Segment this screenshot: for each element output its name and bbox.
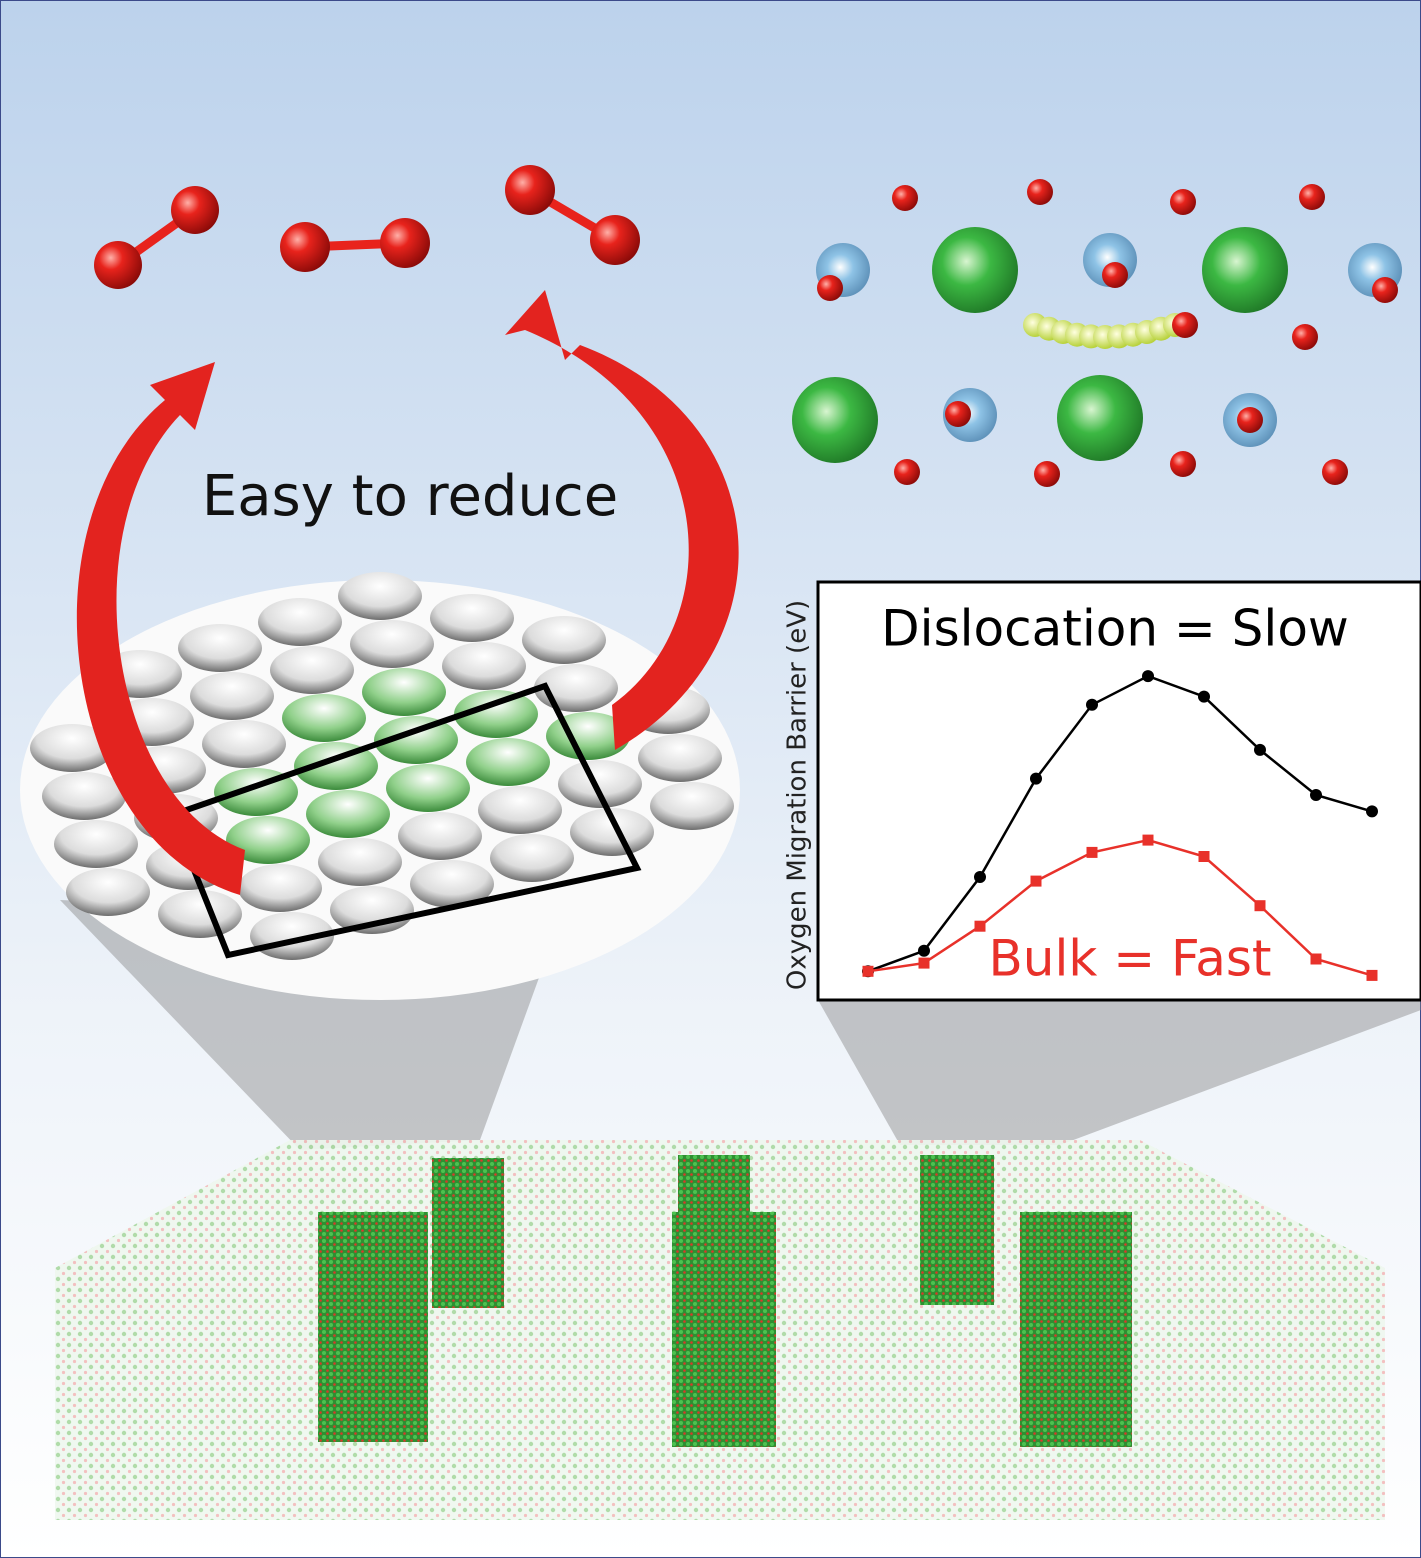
oxygen-atom (1292, 324, 1318, 350)
series-line (867, 838, 1373, 977)
data-point (1366, 969, 1378, 981)
inset-chart: Oxygen Migration Barrier (eV) Dislocatio… (783, 580, 1421, 1002)
surface-atom (570, 808, 654, 856)
surface-atom (490, 834, 574, 882)
data-point (1198, 690, 1210, 703)
oxygen-atom (945, 401, 971, 427)
surface-atom (466, 738, 550, 786)
data-point (1030, 875, 1042, 887)
surface-atom (30, 724, 114, 772)
surface-atom (42, 772, 126, 820)
surface-atom (190, 672, 274, 720)
surface-atom (258, 598, 342, 646)
cation (932, 227, 1018, 313)
surface-atom (478, 786, 562, 834)
surface-atom (158, 890, 242, 938)
oxygen-atom (1034, 461, 1060, 487)
oxygen-atom (892, 185, 918, 211)
data-point (1086, 846, 1098, 858)
oxygen-atom (1299, 184, 1325, 210)
surface-atom (282, 694, 366, 742)
surface-atom (350, 620, 434, 668)
cation (792, 377, 878, 463)
data-point (1142, 834, 1154, 846)
surface-atom (638, 734, 722, 782)
crystal-slab (55, 1140, 1385, 1520)
atomic-structure (792, 179, 1402, 487)
oxygen-atom (1170, 189, 1196, 215)
surface-atom (362, 668, 446, 716)
surface-atom (522, 616, 606, 664)
surface-atom (650, 782, 734, 830)
surface-atom (386, 764, 470, 812)
surface-atom (306, 790, 390, 838)
oxygen-atom (1172, 312, 1198, 338)
surface-atom (178, 624, 262, 672)
oxygen-atom (817, 275, 843, 301)
surface-atom (270, 646, 354, 694)
data-point (974, 871, 986, 883)
surface-atom (410, 860, 494, 908)
surface-atom (430, 594, 514, 642)
oxygen-molecules (94, 165, 640, 289)
surface-atom (318, 838, 402, 886)
data-point (1142, 670, 1154, 683)
data-point (1254, 743, 1266, 756)
arrows (76, 290, 739, 895)
surface-atom (238, 864, 322, 912)
data-point (862, 965, 874, 977)
data-point (918, 957, 930, 969)
cation (1202, 227, 1288, 313)
surface-atom (54, 820, 138, 868)
surface-atom (454, 690, 538, 738)
data-point (1086, 698, 1098, 711)
oxygen-atom (1372, 277, 1398, 303)
caption: Easy to reduce (202, 464, 618, 529)
surface-atom (202, 720, 286, 768)
surface-atom (558, 760, 642, 808)
surface-atom (338, 572, 422, 620)
surface-atom (442, 642, 526, 690)
data-point (974, 920, 986, 932)
oxygen-atom (1102, 262, 1128, 288)
oxygen-atom (1322, 459, 1348, 485)
data-point (1310, 789, 1322, 801)
data-point (1030, 772, 1042, 785)
series-label: Bulk = Fast (989, 930, 1272, 988)
oxygen-atom (1027, 179, 1053, 205)
oxygen-atom (1170, 451, 1196, 477)
data-point (1366, 805, 1378, 818)
data-point (918, 944, 930, 957)
projection (818, 1000, 1421, 1145)
cation (1057, 375, 1143, 461)
series-label: Dislocation = Slow (881, 600, 1349, 658)
y-axis-label: Oxygen Migration Barrier (eV) (783, 600, 813, 990)
surface-atom (226, 816, 310, 864)
oxygen-atom (894, 459, 920, 485)
surface-disk (20, 572, 740, 1000)
surface-atom (398, 812, 482, 860)
data-point (1198, 851, 1210, 862)
surface-atom (374, 716, 458, 764)
series-line (867, 674, 1373, 973)
data-point (1310, 953, 1322, 965)
oxygen-atom (1237, 407, 1263, 433)
data-point (1254, 900, 1266, 912)
surface-atom (66, 868, 150, 916)
